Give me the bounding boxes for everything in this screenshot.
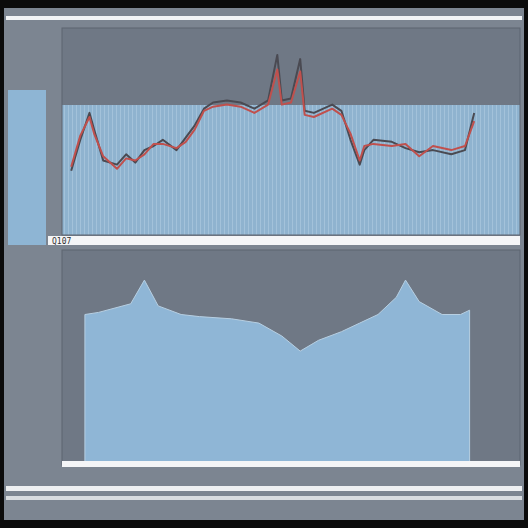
marks xyxy=(71,55,474,171)
side-panel xyxy=(8,90,46,245)
area-series xyxy=(85,280,470,465)
annotation: Q107 xyxy=(52,237,71,246)
marks xyxy=(85,280,470,465)
plot-background xyxy=(62,250,520,465)
chart-root: Q107 xyxy=(0,0,528,528)
plot-frame xyxy=(62,28,520,235)
chart-svg: Q107 xyxy=(0,0,528,528)
plot-band xyxy=(62,105,520,235)
plot-background xyxy=(62,28,520,235)
base-bar xyxy=(62,461,520,467)
background xyxy=(4,8,524,520)
bottom-rule xyxy=(6,496,522,500)
top-rule xyxy=(6,16,522,20)
bottom-rule xyxy=(6,486,522,491)
line-series xyxy=(71,55,474,171)
caption-bar xyxy=(48,236,520,245)
plot-frame xyxy=(62,250,520,465)
line-series xyxy=(71,69,474,168)
